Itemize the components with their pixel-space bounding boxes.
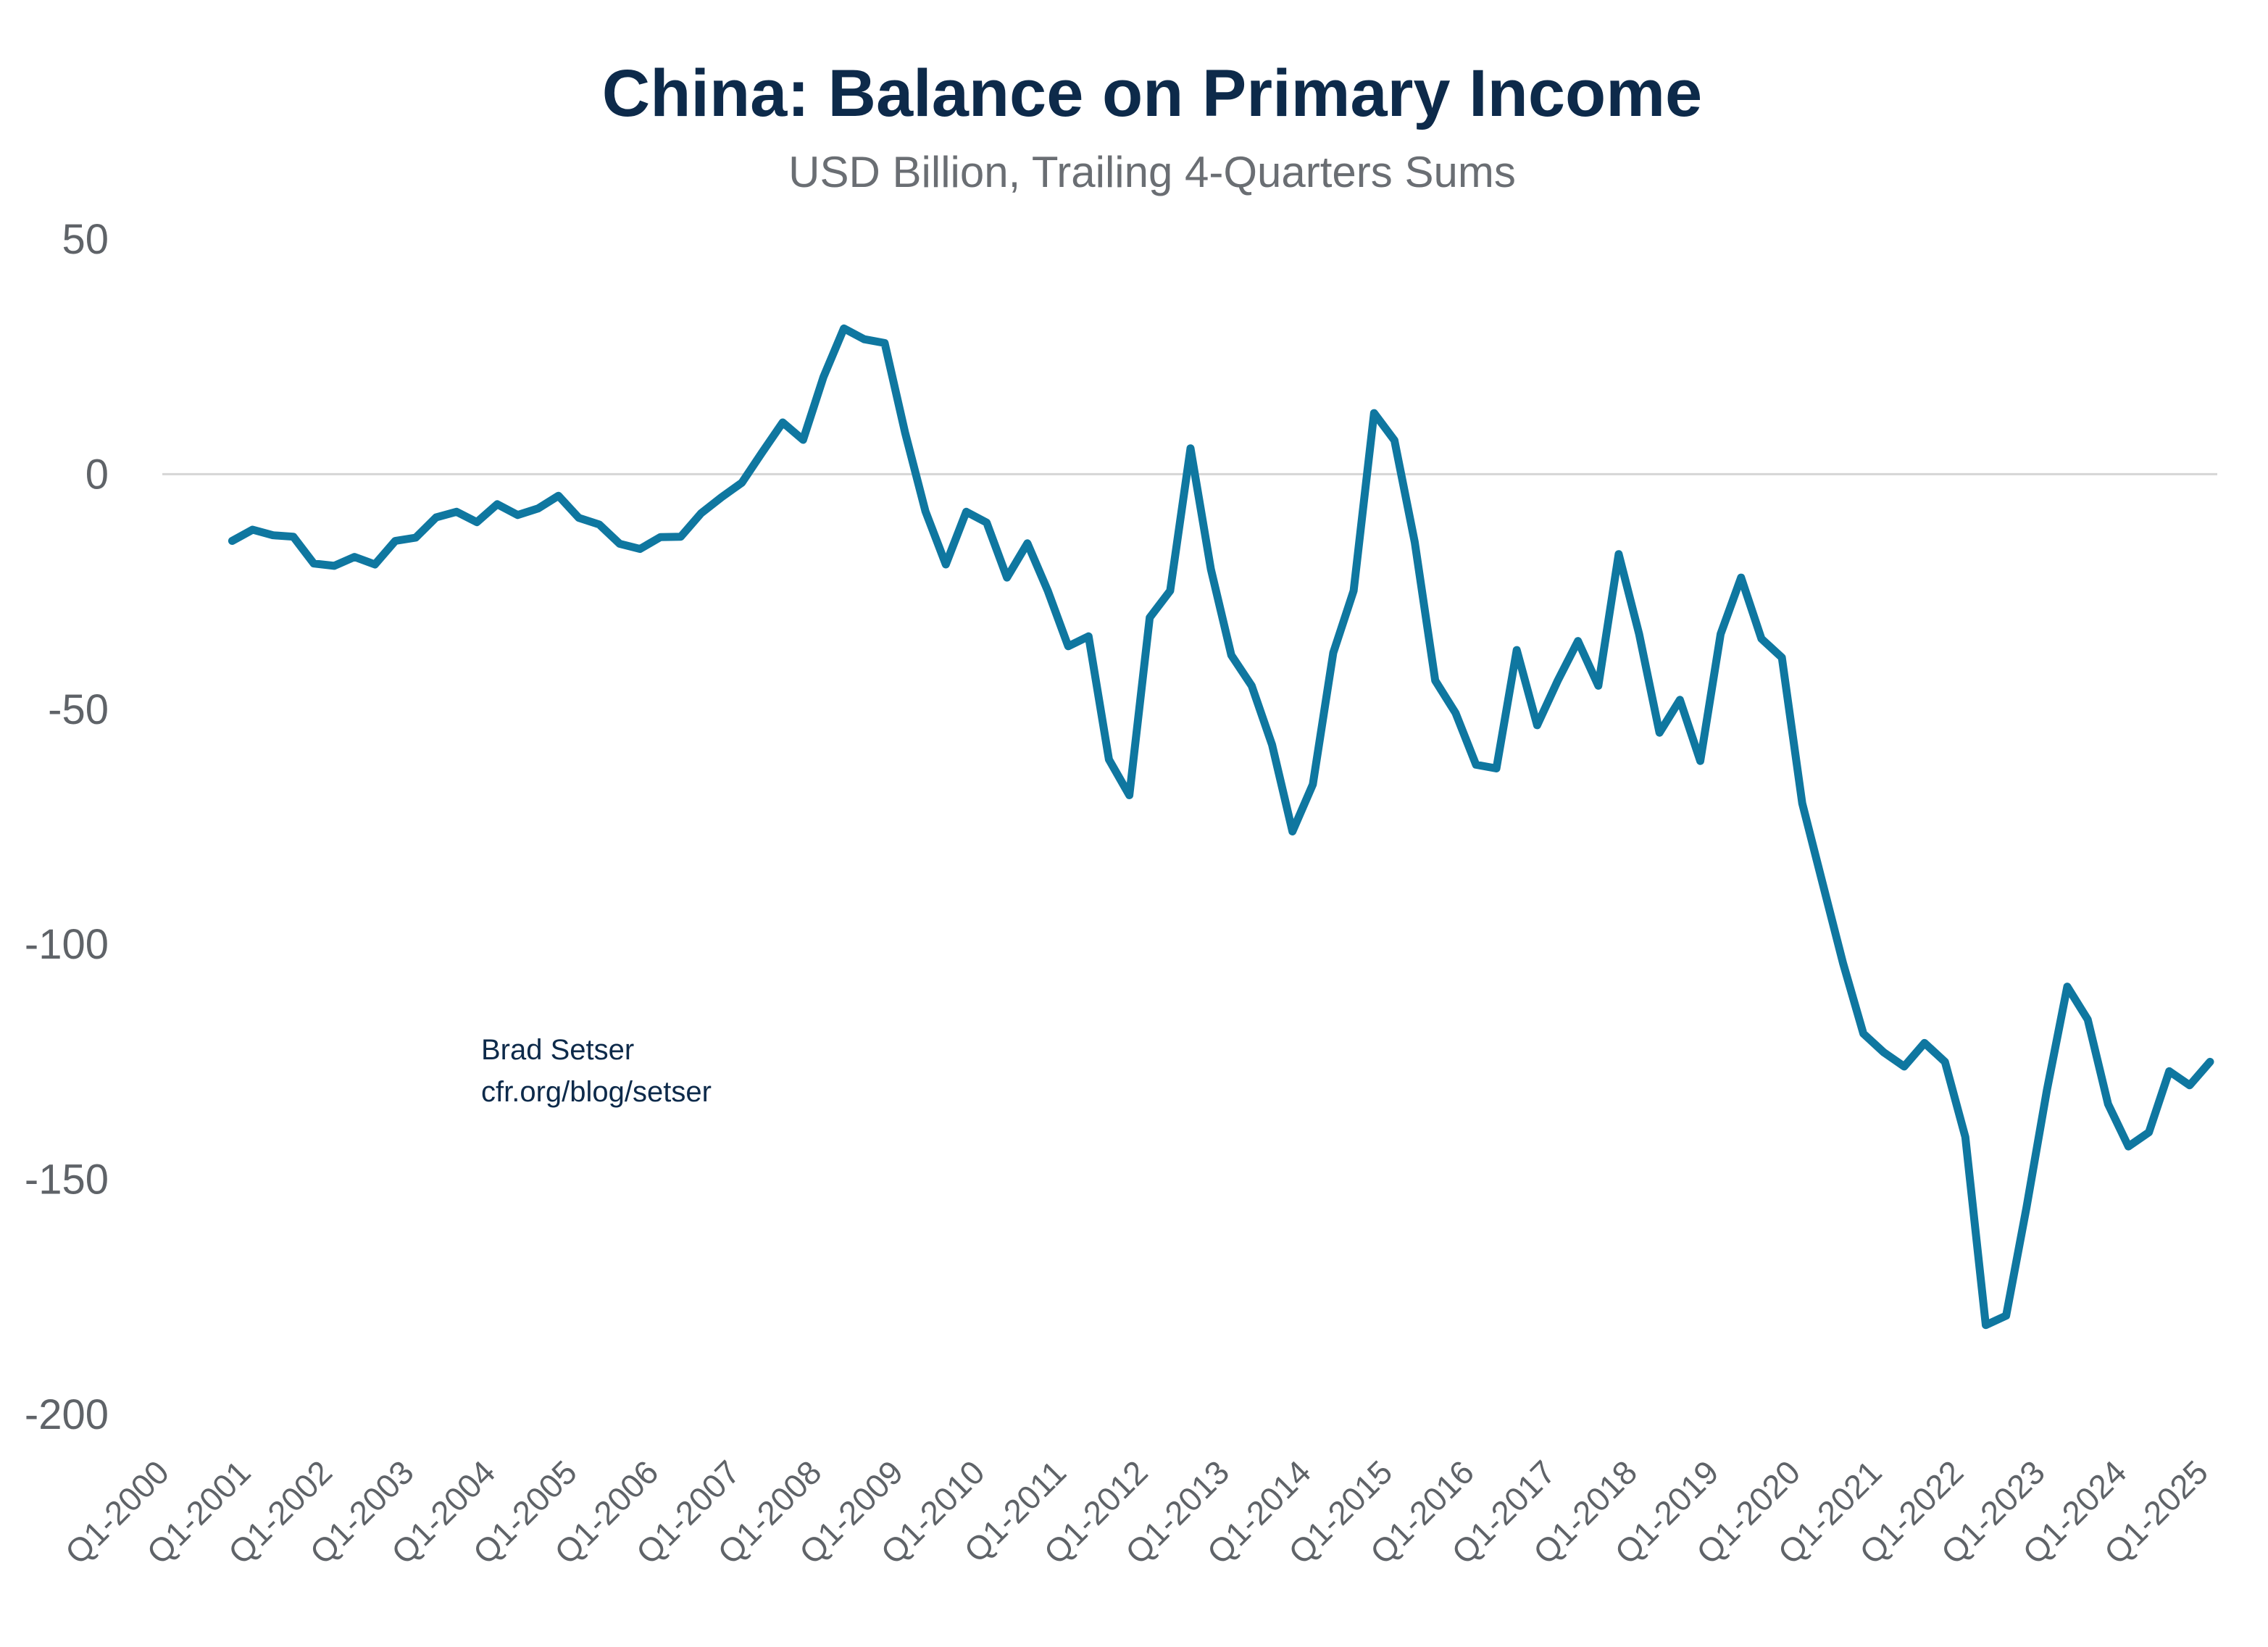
annotation-url: cfr.org/blog/setser (481, 1076, 712, 1108)
series-line (228, 324, 2214, 1330)
y-axis: 50 0 -50 -100 -150 -200 (25, 216, 109, 1438)
x-axis: Q1-2000Q1-2001Q1-2002Q1-2003Q1-2004Q1-20… (58, 1453, 2215, 1571)
chart-title: China: Balance on Primary Income (602, 57, 1702, 130)
y-tick-label: 0 (86, 451, 109, 498)
y-tick-label: -50 (48, 686, 109, 733)
y-tick-label: -200 (25, 1391, 109, 1438)
y-tick-label: -100 (25, 921, 109, 968)
chart-subtitle: USD Billion, Trailing 4-Quarters Sums (788, 148, 1516, 196)
y-tick-label: -150 (25, 1156, 109, 1204)
y-tick-label: 50 (62, 216, 109, 263)
annotation-author: Brad Setser (481, 1034, 634, 1066)
